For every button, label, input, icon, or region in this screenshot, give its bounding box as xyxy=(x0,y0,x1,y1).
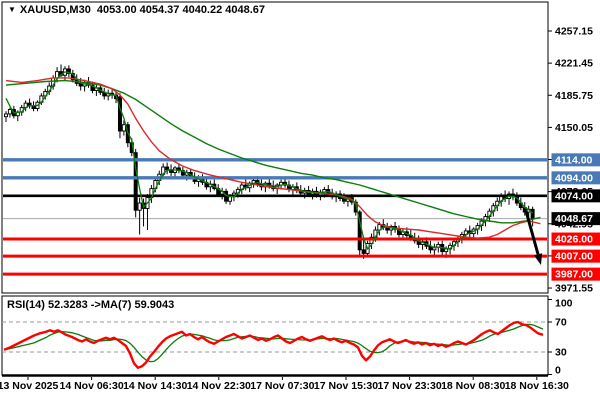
symbol-timeframe-label: XAUUSD,M30 xyxy=(19,4,91,16)
price-tick-label: 3971.55 xyxy=(555,283,593,295)
rsi-plot xyxy=(2,320,548,369)
price-tick-label: 4221.45 xyxy=(555,58,593,70)
date-label: 13 Nov 2025 xyxy=(0,380,59,392)
price-level-badge[interactable]: 3987.00 xyxy=(551,267,600,281)
candlestick xyxy=(7,107,12,118)
symbol-dropdown-icon[interactable]: ▼ xyxy=(8,5,16,14)
date-label: 18 Nov 08:30 xyxy=(441,380,505,392)
date-label: 18 Nov 16:30 xyxy=(505,380,569,392)
date-label: 14 Nov 06:30 xyxy=(59,380,123,392)
svg-text:4026.00: 4026.00 xyxy=(555,234,593,246)
price-level-badge[interactable]: 4007.00 xyxy=(551,249,600,263)
rsi-indicator-label: RSI(14) 52.3283 ->MA(7) 59.9043 xyxy=(7,299,175,311)
ohlc-values-label: 4053.00 4054.37 4040.22 4048.67 xyxy=(96,4,266,16)
main-chart-frame xyxy=(1,1,549,294)
candlestick xyxy=(66,65,71,78)
svg-text:4048.67: 4048.67 xyxy=(555,213,593,225)
date-label: 17 Nov 23:30 xyxy=(377,380,441,392)
date-label: 14 Nov 22:30 xyxy=(187,380,251,392)
candlestick xyxy=(3,111,8,123)
rsi-scale-label: 70 xyxy=(555,317,567,329)
date-label: 17 Nov 15:30 xyxy=(314,380,378,392)
svg-text:4007.00: 4007.00 xyxy=(555,251,593,263)
svg-text:4074.00: 4074.00 xyxy=(555,190,593,202)
rsi-main-line xyxy=(3,320,544,369)
candlestick xyxy=(117,93,122,139)
price-level-badge[interactable]: 4074.00 xyxy=(551,189,600,203)
price-level-badge[interactable]: 4048.67 xyxy=(551,212,600,226)
candlestick xyxy=(137,197,142,235)
main-chart-plot xyxy=(3,64,547,276)
price-tick-label: 4150.05 xyxy=(555,122,593,134)
price-tick-label: 4257.15 xyxy=(555,26,593,38)
chart-title: ▼ XAUUSD,M30 4053.00 4054.37 4040.22 4048.… xyxy=(8,4,265,16)
svg-text:4114.00: 4114.00 xyxy=(555,154,593,166)
price-level-badge[interactable]: 4094.00 xyxy=(551,171,600,185)
ma-line-fast-green xyxy=(5,71,534,251)
price-level-badge[interactable]: 4114.00 xyxy=(551,153,600,167)
price-level-badge[interactable]: 4026.00 xyxy=(551,232,600,246)
date-label: 17 Nov 07:30 xyxy=(250,380,314,392)
svg-text:4094.00: 4094.00 xyxy=(555,172,593,184)
rsi-scale-label: 100 xyxy=(555,298,573,310)
rsi-scale-label: 0 xyxy=(555,365,561,377)
candlestick xyxy=(121,120,126,136)
price-tick-label: 4185.75 xyxy=(555,90,593,102)
trend-arrow-down[interactable] xyxy=(524,210,543,265)
date-label: 14 Nov 14:30 xyxy=(123,380,187,392)
rsi-scale-label: 30 xyxy=(555,347,567,359)
ma-line-slow-green xyxy=(5,79,541,224)
svg-text:3987.00: 3987.00 xyxy=(555,269,593,281)
